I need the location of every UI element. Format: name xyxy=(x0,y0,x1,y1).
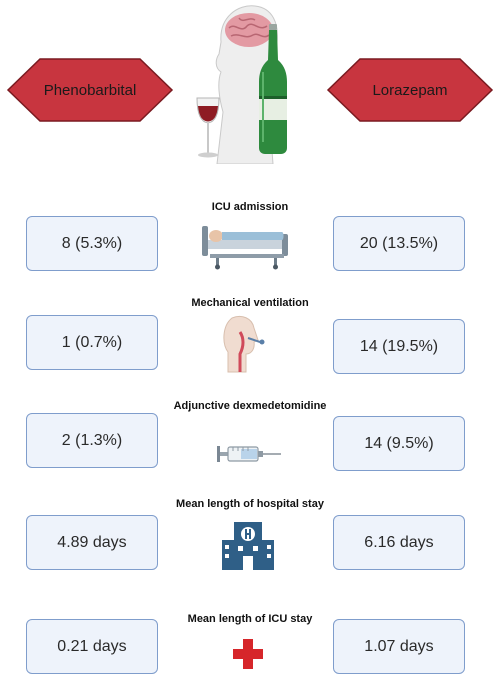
lorazepam-icu-admission-value: 20 (13.5%) xyxy=(333,216,465,271)
phenobarbital-label: Phenobarbital xyxy=(43,81,137,99)
lorazepam-label: Lorazepam xyxy=(372,81,448,99)
icu-stay-title: Mean length of ICU stay xyxy=(187,613,313,625)
phenobarbital-icu-admission-value: 8 (5.3%) xyxy=(26,216,158,271)
intubation-icon xyxy=(223,315,265,373)
hospital-building-icon xyxy=(222,522,274,570)
wine-glass-icon xyxy=(196,97,220,158)
hospital-bed-icon xyxy=(202,226,288,270)
beer-bottle-icon xyxy=(259,24,287,154)
phenobarbital-mechanical-ventilation-value: 1 (0.7%) xyxy=(26,315,158,370)
lorazepam-dexmedetomidine-value: 14 (9.5%) xyxy=(333,416,465,471)
adjunctive-dexmedetomidine-title: Adjunctive dexmedetomidine xyxy=(173,400,327,412)
brain-icon xyxy=(225,13,273,47)
phenobarbital-hospital-stay-value: 4.89 days xyxy=(26,515,158,570)
syringe-icon xyxy=(217,446,281,462)
phenobarbital-dexmedetomidine-value: 2 (1.3%) xyxy=(26,413,158,468)
phenobarbital-arrow: Phenobarbital xyxy=(6,57,174,123)
lorazepam-mechanical-ventilation-value: 14 (19.5%) xyxy=(333,319,465,374)
alcohol-brain-illustration xyxy=(196,5,287,164)
phenobarbital-icu-stay-value: 0.21 days xyxy=(26,619,158,674)
left-hexagon-arrow-shape xyxy=(6,58,174,122)
mechanical-ventilation-title: Mechanical ventilation xyxy=(191,297,309,309)
lorazepam-hospital-stay-value: 6.16 days xyxy=(333,515,465,570)
icu-admission-title: ICU admission xyxy=(211,201,289,213)
right-hexagon-arrow-shape xyxy=(326,58,494,122)
medical-cross-icon xyxy=(233,639,263,669)
lorazepam-icu-stay-value: 1.07 days xyxy=(333,619,465,674)
hospital-stay-title: Mean length of hospital stay xyxy=(176,498,324,510)
lorazepam-arrow: Lorazepam xyxy=(326,57,494,123)
